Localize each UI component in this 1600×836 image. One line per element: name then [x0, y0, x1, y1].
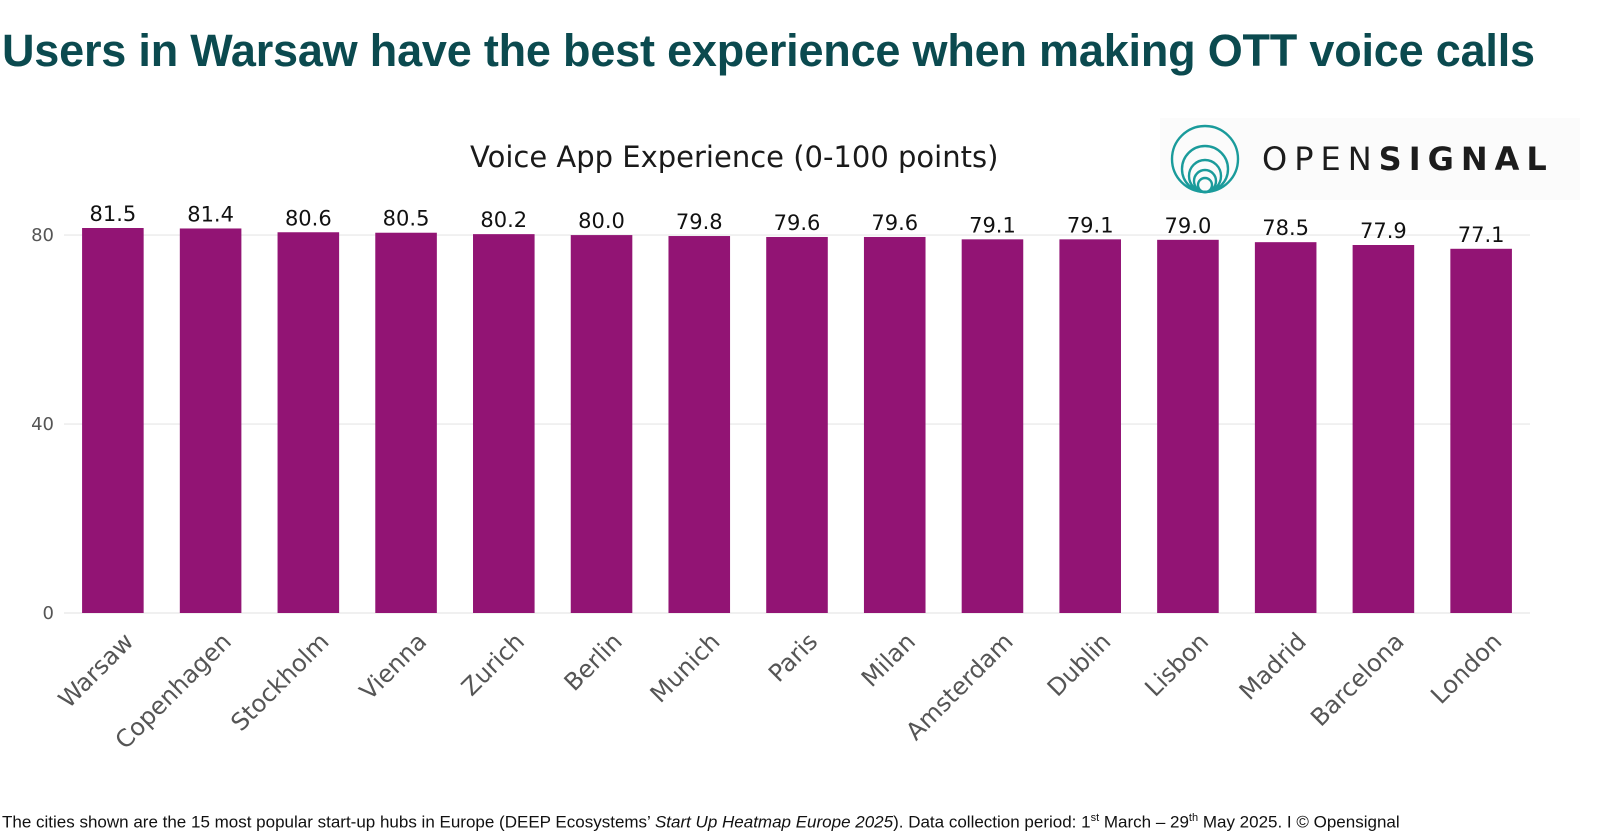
x-tick-label: Madrid [1234, 627, 1312, 705]
y-tick-label: 80 [31, 225, 54, 246]
bar-warsaw [82, 228, 144, 613]
data-label: 80.5 [383, 207, 430, 231]
footnote-text-2: ). Data collection period: 1 [893, 812, 1091, 832]
data-labels: 81.5 81.4 80.6 80.5 80.2 80.0 79.8 79.6 79.6 79.1… [89, 202, 1504, 247]
bars [82, 228, 1512, 614]
x-tick-label: Zurich [456, 627, 530, 701]
bar-zurich [473, 234, 535, 613]
x-tick-label: Lisbon [1139, 627, 1214, 702]
bar-lisbon [1157, 239, 1219, 613]
x-tick-label: Warsaw [53, 627, 139, 713]
data-label: 80.6 [285, 206, 332, 230]
logo-text-light: OPEN [1262, 140, 1379, 178]
footnote-source-title: Start Up Heatmap Europe 2025 [654, 812, 894, 832]
bar-london [1450, 248, 1512, 613]
bar-milan [863, 236, 926, 613]
y-tick-label: 0 [43, 603, 54, 624]
y-tick-label: 40 [31, 414, 54, 435]
bar-chart: 0 40 80 81.5 81.4 80.6 80.5 80.2 80.0 79.8 79.6 79… [31, 202, 1530, 755]
x-tick-label: Berlin [559, 627, 628, 696]
opensignal-logo: OPENSIGNAL [1160, 118, 1580, 200]
footnote-sup-1: st [1090, 812, 1100, 824]
data-label: 77.1 [1458, 223, 1505, 247]
footnote-text-4: May 2025. I © Opensignal [1198, 812, 1400, 832]
bar-dublin [1059, 239, 1121, 614]
bar-copenhagen [179, 228, 242, 613]
data-label: 79.6 [774, 211, 821, 235]
x-tick-label: Munich [645, 627, 726, 708]
bar-munich [668, 236, 731, 613]
data-label: 79.6 [871, 211, 918, 235]
x-tick-label: Dublin [1042, 627, 1117, 702]
data-label: 79.8 [676, 210, 723, 234]
bar-madrid [1254, 242, 1317, 613]
bar-paris [766, 236, 828, 613]
x-tick-label: Barcelona [1305, 627, 1409, 731]
data-label: 81.5 [89, 202, 136, 226]
footnote: The cities shown are the 15 most popular… [2, 812, 1598, 833]
data-label: 80.0 [578, 209, 625, 233]
x-tick-label: Vienna [354, 627, 432, 705]
x-tick-label: Paris [763, 627, 823, 687]
footnote-text-1: The cities shown are the 15 most popular… [2, 812, 655, 832]
data-label: 80.2 [480, 208, 527, 232]
data-label: 78.5 [1262, 216, 1309, 240]
footnote-text-3: March – 29 [1099, 812, 1189, 832]
data-label: 79.0 [1165, 214, 1212, 238]
x-tick-label: Stockholm [225, 627, 334, 736]
bar-vienna [375, 232, 437, 613]
bar-amsterdam [961, 239, 1024, 614]
data-label: 79.1 [1067, 213, 1114, 237]
logo-wordmark: OPENSIGNAL [1262, 140, 1554, 178]
logo-text-bold: SIGNAL [1378, 140, 1554, 178]
bar-stockholm [277, 232, 340, 613]
concentric-circles-logo-icon [1170, 124, 1240, 194]
headline: Users in Warsaw have the best experience… [2, 25, 1535, 76]
data-label: 77.9 [1360, 219, 1407, 243]
chart-title: Voice App Experience (0-100 points) [470, 140, 999, 174]
footnote-sup-2: th [1188, 812, 1199, 824]
data-label: 79.1 [969, 213, 1016, 237]
bar-barcelona [1352, 245, 1415, 613]
x-tick-label: London [1425, 627, 1507, 709]
bar-berlin [570, 235, 633, 614]
y-axis-ticks: 0 40 80 [31, 225, 54, 624]
data-label: 81.4 [187, 202, 234, 226]
x-tick-label: Milan [856, 627, 921, 692]
